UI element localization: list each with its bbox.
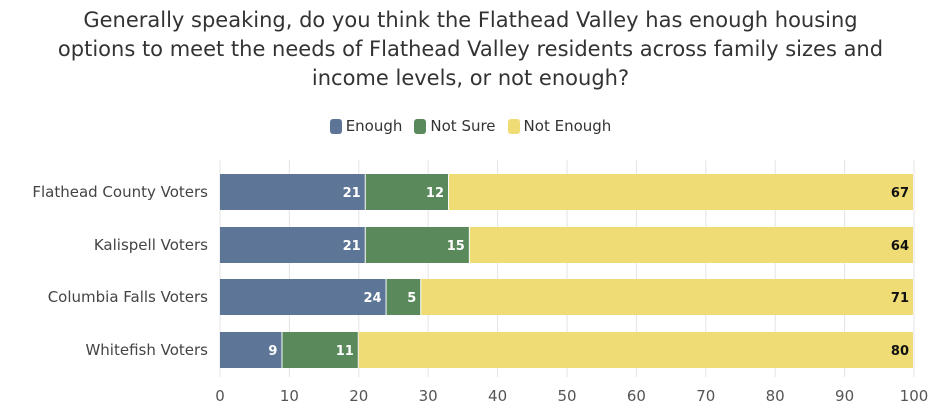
data-label: 21 — [343, 186, 361, 201]
legend-label-not-enough: Not Enough — [523, 117, 612, 135]
legend-item-not-enough[interactable]: Not Enough — [507, 117, 612, 135]
legend-swatch-not-sure — [414, 118, 427, 134]
data-label: 11 — [336, 344, 354, 359]
data-label: 9 — [268, 344, 277, 359]
x-tick-label: 10 — [280, 387, 299, 405]
data-label: 24 — [363, 291, 381, 306]
x-tick-label: 90 — [835, 387, 854, 405]
bar-segment-not-sure — [365, 227, 469, 263]
category-label: Whitefish Voters — [85, 341, 208, 359]
x-tick-label: 40 — [488, 387, 507, 405]
bar-segment-enough — [220, 279, 386, 315]
data-label: 21 — [343, 239, 361, 254]
data-label: 71 — [891, 291, 909, 306]
chart-title: Generally speaking, do you think the Fla… — [0, 6, 941, 93]
category-label: Columbia Falls Voters — [48, 288, 208, 306]
title-line: income levels, or not enough? — [311, 66, 630, 90]
x-tick-label: 70 — [696, 387, 715, 405]
x-tick-label: 20 — [349, 387, 368, 405]
chart-legend: Enough Not Sure Not Enough — [0, 117, 941, 135]
legend-label-not-sure: Not Sure — [430, 117, 496, 135]
bar-segment-enough — [220, 227, 365, 263]
x-tick-label: 30 — [419, 387, 438, 405]
legend-swatch-not-enough — [507, 118, 520, 134]
data-label: 15 — [447, 239, 465, 254]
category-label: Flathead County Voters — [32, 183, 208, 201]
bar-segment-enough — [220, 332, 282, 368]
legend-item-not-sure[interactable]: Not Sure — [414, 117, 496, 135]
legend-swatch-enough — [329, 118, 342, 134]
bar-segment-not-enough — [358, 332, 913, 368]
data-label: 12 — [426, 186, 444, 201]
data-label: 64 — [891, 239, 909, 254]
bar-segment-not-enough — [421, 279, 913, 315]
x-tick-label: 60 — [627, 387, 646, 405]
data-label: 80 — [891, 344, 909, 359]
x-tick-label: 100 — [900, 387, 929, 405]
category-label: Kalispell Voters — [94, 236, 208, 254]
bar-segment-not-enough — [449, 174, 913, 210]
data-label: 5 — [407, 291, 416, 306]
x-tick-label: 80 — [766, 387, 785, 405]
legend-item-enough[interactable]: Enough — [329, 117, 403, 135]
bar-segment-not-enough — [469, 227, 913, 263]
bar-segment-enough — [220, 174, 365, 210]
x-tick-label: 50 — [557, 387, 576, 405]
bar-segment-not-sure — [386, 279, 421, 315]
bar-segment-not-sure — [365, 174, 449, 210]
data-label: 67 — [891, 186, 909, 201]
title-line: options to meet the needs of Flathead Va… — [57, 37, 884, 61]
x-tick-label: 0 — [215, 387, 225, 405]
bar-segment-not-sure — [282, 332, 358, 368]
title-line: Generally speaking, do you think the Fla… — [83, 8, 858, 32]
legend-label-enough: Enough — [345, 117, 403, 135]
